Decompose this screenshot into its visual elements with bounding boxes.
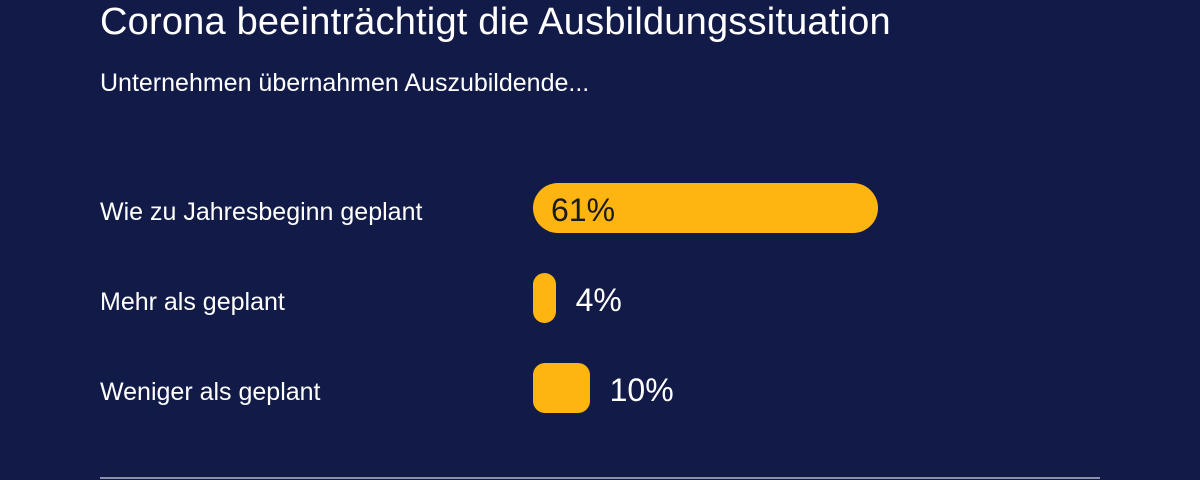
bar: [533, 273, 556, 323]
value-label: 4%: [575, 282, 622, 318]
chart-subtitle: Unternehmen übernahmen Auszubildende...: [100, 69, 590, 97]
bar: [533, 183, 879, 233]
chart-title: Corona beeinträchtigt die Ausbildungssit…: [100, 1, 891, 43]
category-label: Weniger als geplant: [100, 378, 321, 406]
bottom-divider: [100, 477, 1100, 479]
category-label: Wie zu Jahresbeginn geplant: [100, 198, 423, 226]
value-label: 61%: [551, 192, 616, 228]
value-label: 10%: [609, 372, 674, 408]
bar: [533, 363, 590, 413]
category-label: Mehr als geplant: [100, 288, 285, 316]
